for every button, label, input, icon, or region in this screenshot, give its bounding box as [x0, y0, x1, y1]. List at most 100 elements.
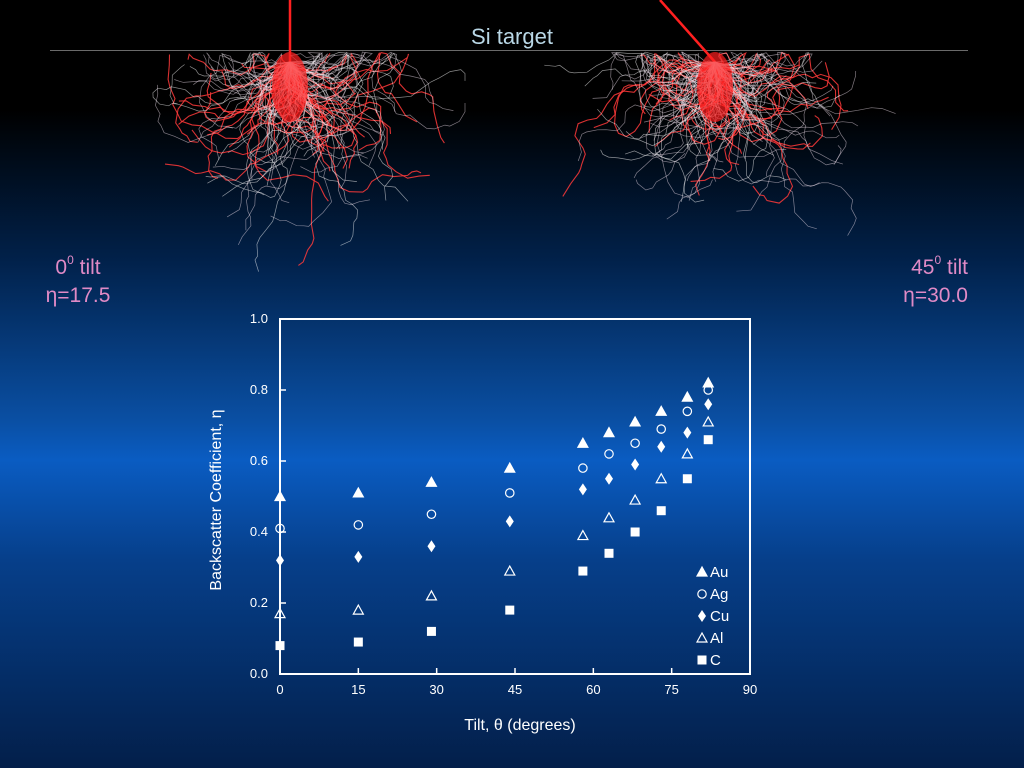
right-eta: η=30.0 [903, 284, 968, 307]
left-tilt-text: 00 tilt [28, 248, 128, 282]
point-c [703, 435, 713, 445]
right-tilt-text: 450 tilt [868, 248, 968, 282]
left-eta: η=17.5 [45, 284, 111, 307]
left-tilt-exp: 0 [67, 253, 74, 267]
y-tick-label: 0.6 [250, 453, 268, 468]
target-surface-line [50, 50, 968, 51]
point-ag [275, 523, 285, 534]
electron-trajectory [289, 61, 409, 202]
x-tick-label: 60 [586, 682, 600, 697]
electron-trajectory [289, 61, 466, 100]
electron-trajectory [666, 61, 716, 220]
electron-trajectory [656, 53, 716, 198]
electron-trajectory [287, 55, 434, 103]
backscatter-chart: 0 15 30 45 60 75 90 0.00.20.40.60.81.0 AuAgCuA… [208, 311, 757, 734]
point-au [352, 486, 365, 498]
legend: Au Ag Cu Al C [695, 564, 729, 669]
legend-marker-c [697, 655, 707, 665]
electron-trajectory [169, 61, 291, 112]
legend-marker-ag [697, 589, 707, 599]
electron-trajectory [714, 53, 813, 76]
electron-trajectory [250, 53, 328, 119]
point-au [425, 476, 438, 487]
point-al [629, 493, 642, 505]
electron-trajectory [167, 54, 291, 134]
point-al [425, 589, 438, 601]
x-tick-label: 0 [276, 682, 283, 697]
point-au [602, 426, 616, 438]
electron-trajectory [686, 61, 755, 182]
point-ag [656, 424, 667, 434]
electron-trajectory [714, 61, 774, 156]
electron-trajectory [714, 53, 829, 113]
electron-trajectory [584, 53, 716, 87]
y-tick-label: 0.0 [250, 666, 268, 681]
electron-trajectory [611, 52, 716, 76]
point-au [655, 405, 668, 416]
electron-trajectory [289, 61, 422, 193]
electron-trajectory [714, 61, 842, 166]
legend-label-cu: Cu [710, 608, 729, 625]
electron-trajectory [199, 54, 291, 129]
point-cu [605, 472, 613, 485]
point-ag [504, 488, 515, 498]
left-tilt-value: 0 [55, 256, 68, 279]
point-cu [683, 426, 692, 439]
y-tick-label: 1.0 [250, 311, 268, 326]
right-trajectory-simulation [544, 0, 896, 236]
point-c [353, 637, 363, 647]
x-tick-label: 30 [429, 682, 443, 697]
point-c [630, 527, 640, 537]
x-axis: 0 15 30 45 60 75 90 [276, 668, 757, 697]
electron-trajectory [694, 52, 778, 102]
electron-trajectory [610, 52, 716, 118]
electron-trajectory [189, 52, 291, 79]
electron-trajectory [714, 61, 787, 183]
point-ag [604, 449, 614, 459]
point-au [576, 437, 589, 448]
electron-trajectory [544, 52, 716, 78]
point-c [656, 506, 666, 516]
electron-trajectory [272, 52, 368, 159]
legend-label-c: C [710, 652, 721, 669]
electron-trajectory [562, 58, 716, 197]
point-c [604, 548, 614, 558]
point-cu [427, 540, 436, 553]
point-ag [703, 385, 714, 395]
electron-trajectory [289, 56, 454, 111]
point-ag [353, 520, 364, 530]
point-cu [657, 440, 666, 453]
electron-trajectory [668, 61, 787, 158]
point-ag [578, 463, 588, 473]
electron-trajectory [592, 53, 716, 99]
point-cu [354, 550, 363, 563]
electron-trajectory [289, 52, 397, 78]
legend-label-al: Al [710, 630, 723, 647]
point-c [505, 605, 515, 615]
electron-trajectory [152, 61, 291, 107]
plot-frame [279, 318, 751, 675]
legend-marker-al [695, 631, 709, 643]
electron-trajectory [714, 52, 841, 108]
electron-trajectory [714, 54, 847, 165]
data-points [273, 376, 715, 651]
point-au [681, 390, 694, 402]
electron-trajectory [289, 52, 359, 156]
left-trajectory-simulation [152, 0, 466, 272]
right-tilt-label: 450 tilt η=30.0 [868, 248, 968, 310]
point-cu [276, 554, 284, 567]
y-tick-label: 0.8 [250, 382, 268, 397]
point-au [273, 490, 287, 502]
x-tick-label: 45 [508, 682, 522, 697]
point-al [352, 603, 365, 615]
point-al [681, 447, 694, 459]
electron-trajectory [289, 61, 466, 130]
y-axis-title: Backscatter Coefficient, η [208, 409, 225, 590]
point-au [503, 461, 516, 473]
right-tilt-value: 45 [911, 256, 935, 279]
legend-label-au: Au [710, 564, 728, 581]
legend-marker-cu [698, 610, 706, 622]
electron-trajectory [227, 61, 291, 154]
beam-interaction-core [697, 52, 733, 122]
point-c [275, 641, 285, 651]
